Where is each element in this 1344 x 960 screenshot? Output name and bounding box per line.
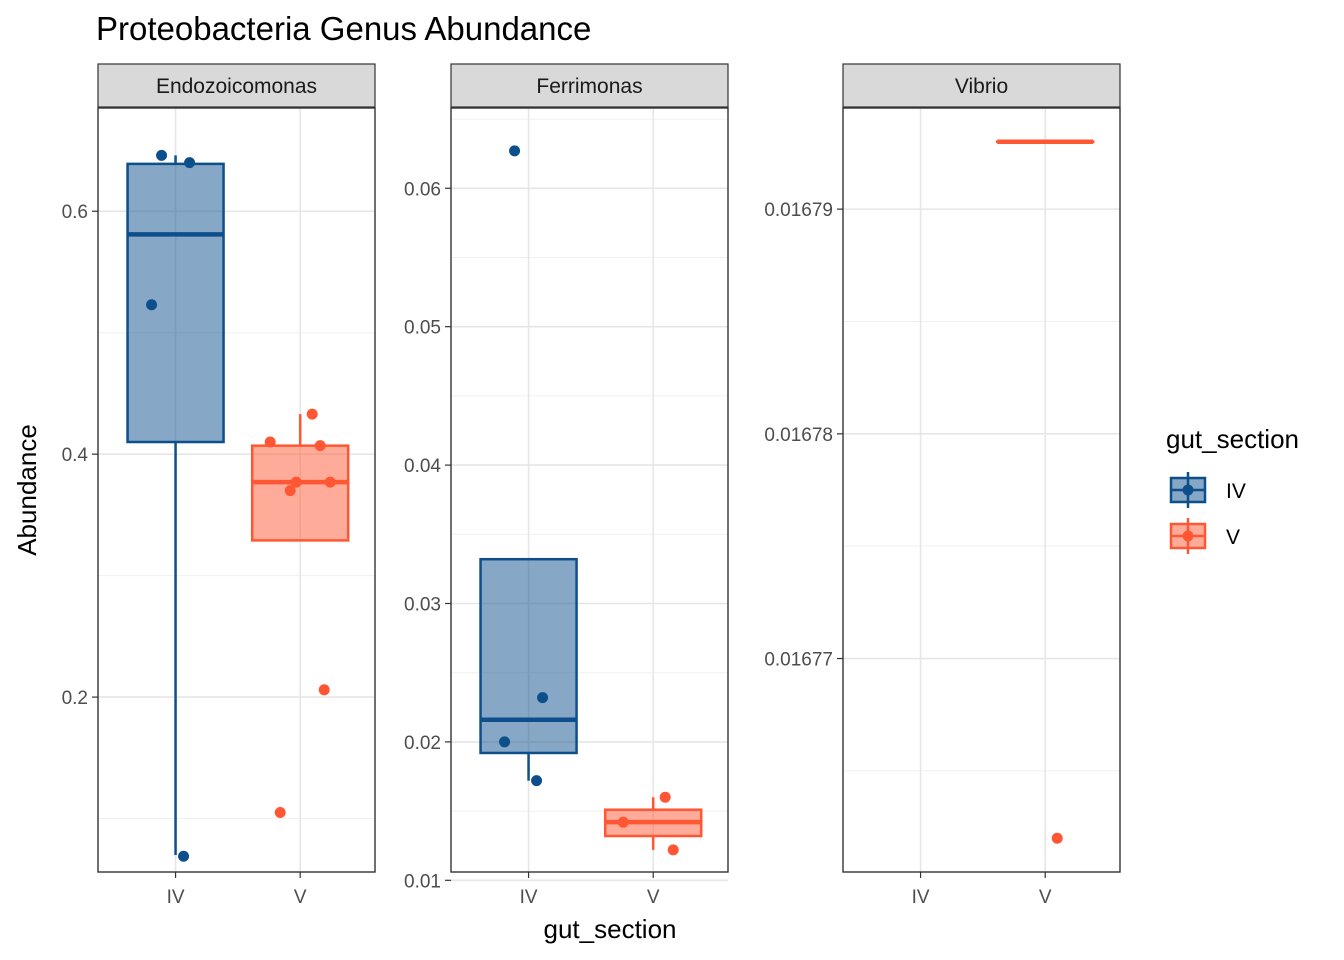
- legend-label: V: [1226, 526, 1240, 549]
- y-tick-label: 0.4: [62, 445, 89, 466]
- data-point-iv: [178, 850, 190, 862]
- data-point-v: [659, 791, 671, 803]
- data-point-v: [1051, 832, 1063, 844]
- panel-border: [450, 107, 729, 873]
- y-tick-label: 0.03: [404, 594, 441, 615]
- y-tick-label: 0.01: [404, 871, 441, 892]
- y-tick-label: 0.05: [404, 318, 441, 339]
- x-tick-label: V: [647, 887, 660, 908]
- facet-strip-label: Ferrimonas: [536, 75, 642, 98]
- boxplot-iv: [479, 557, 578, 781]
- data-point-v: [324, 476, 336, 488]
- y-tick-label: 0.2: [62, 688, 88, 709]
- facet-panels: Endozoicomonas 0.2 0.4 0.6 IV V Ferrimonas 0.01…: [62, 63, 1121, 908]
- data-point-iv: [537, 692, 549, 704]
- legend-title: gut_section: [1166, 424, 1299, 454]
- panel-border: [97, 107, 376, 873]
- legend: gut_section IV V: [1166, 424, 1299, 554]
- y-tick-label: 0.02: [404, 733, 441, 754]
- facet-strip: [842, 63, 1121, 108]
- x-tick-label: V: [294, 887, 307, 908]
- y-tick-label: 0.01678: [764, 425, 833, 446]
- data-point-v: [264, 436, 276, 448]
- facet-panel-ferrimonas: Ferrimonas 0.01 0.02 0.03 0.04 0.05 0.06 IV V: [404, 63, 729, 908]
- y-tick-label: 0.6: [62, 202, 88, 223]
- box-iqr: [479, 557, 578, 755]
- data-point-v: [667, 844, 679, 856]
- x-tick-label: IV: [912, 887, 930, 908]
- minor-gridlines: [843, 320, 1120, 772]
- data-point-v: [274, 806, 286, 818]
- y-tick-label: 0.06: [404, 179, 441, 200]
- y-tick-label: 0.01677: [764, 650, 833, 671]
- data-point-v: [306, 408, 318, 420]
- facet-strip: [450, 63, 729, 108]
- legend-key-v: V: [1169, 518, 1240, 554]
- data-point-iv: [184, 157, 196, 169]
- x-tick-label: IV: [167, 887, 185, 908]
- legend-key-iv: IV: [1169, 472, 1246, 508]
- boxplot-v: [250, 414, 350, 542]
- data-point-iv: [499, 736, 511, 748]
- panel-border: [842, 107, 1121, 873]
- data-point-v: [284, 485, 296, 497]
- boxplot-iv: [126, 155, 225, 855]
- y-axis-title: Abundance: [12, 424, 42, 556]
- x-axis-title: gut_section: [544, 914, 677, 944]
- data-point-v: [318, 684, 330, 696]
- y-tick-label: 0.01679: [764, 200, 833, 221]
- legend-point: [1182, 484, 1194, 496]
- legend-point: [1182, 530, 1194, 542]
- data-point-v: [290, 476, 302, 488]
- data-point-iv: [509, 145, 521, 157]
- facet-panel-vibrio: Vibrio 0.01677 0.01678 0.01679 IV V: [764, 63, 1121, 908]
- facet-strip: [97, 63, 376, 108]
- facet-strip-label: Vibrio: [955, 75, 1008, 98]
- box-iqr: [126, 162, 225, 444]
- box-iqr: [250, 444, 350, 542]
- x-tick-label: IV: [520, 887, 538, 908]
- facet-panel-endozoicomonas: Endozoicomonas 0.2 0.4 0.6 IV V: [62, 63, 376, 908]
- data-point-v: [617, 816, 629, 828]
- facet-strip-label: Endozoicomonas: [156, 75, 317, 98]
- data-point-v: [314, 440, 326, 452]
- data-point-iv: [156, 149, 168, 161]
- chart-title: Proteobacteria Genus Abundance: [96, 10, 591, 47]
- legend-label: IV: [1226, 480, 1246, 503]
- data-point-iv: [146, 299, 158, 311]
- y-tick-label: 0.04: [404, 456, 441, 477]
- x-tick-label: V: [1039, 887, 1052, 908]
- data-point-iv: [531, 775, 543, 787]
